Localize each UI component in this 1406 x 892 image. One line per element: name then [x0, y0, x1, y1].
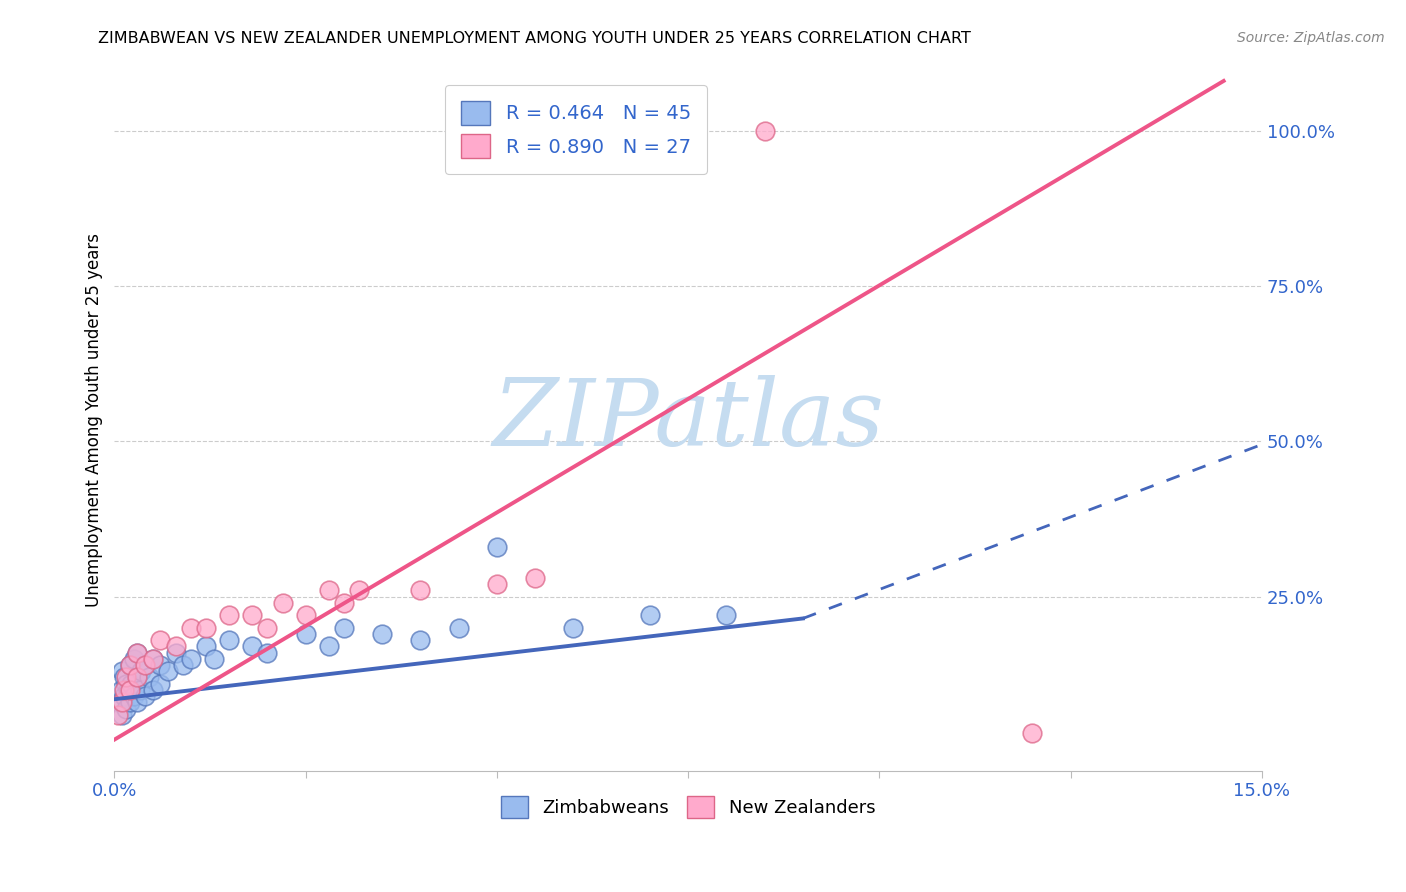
Point	[142, 652, 165, 666]
Point	[256, 646, 278, 660]
Point	[118, 658, 141, 673]
Point	[127, 671, 149, 685]
Point	[112, 682, 135, 697]
Point	[333, 621, 356, 635]
Point	[754, 123, 776, 137]
Point	[127, 646, 149, 660]
Point	[134, 689, 156, 703]
Text: Source: ZipAtlas.com: Source: ZipAtlas.com	[1237, 31, 1385, 45]
Point	[112, 671, 135, 685]
Point	[240, 608, 263, 623]
Point	[115, 671, 138, 685]
Point	[271, 596, 294, 610]
Point	[112, 689, 135, 703]
Point	[149, 633, 172, 648]
Point	[149, 676, 172, 690]
Point	[142, 682, 165, 697]
Point	[165, 640, 187, 654]
Point	[195, 640, 218, 654]
Point	[409, 633, 432, 648]
Point	[127, 646, 149, 660]
Y-axis label: Unemployment Among Youth under 25 years: Unemployment Among Youth under 25 years	[86, 233, 103, 607]
Point	[371, 627, 394, 641]
Point	[294, 627, 316, 641]
Point	[638, 608, 661, 623]
Point	[218, 608, 240, 623]
Point	[218, 633, 240, 648]
Point	[120, 676, 142, 690]
Point	[202, 652, 225, 666]
Point	[333, 596, 356, 610]
Point	[129, 665, 152, 679]
Text: ZIPatlas: ZIPatlas	[492, 375, 884, 465]
Point	[195, 621, 218, 635]
Point	[127, 695, 149, 709]
Point	[122, 689, 145, 703]
Point	[1021, 726, 1043, 740]
Point	[180, 621, 202, 635]
Point	[294, 608, 316, 623]
Point	[149, 658, 172, 673]
Point	[117, 682, 139, 697]
Point	[447, 621, 470, 635]
Point	[142, 652, 165, 666]
Point	[524, 571, 547, 585]
Point	[115, 701, 138, 715]
Text: ZIMBABWEAN VS NEW ZEALANDER UNEMPLOYMENT AMONG YOUTH UNDER 25 YEARS CORRELATION : ZIMBABWEAN VS NEW ZEALANDER UNEMPLOYMENT…	[98, 31, 970, 46]
Legend: Zimbabweans, New Zealanders: Zimbabweans, New Zealanders	[494, 789, 883, 825]
Point	[485, 540, 508, 554]
Point	[115, 676, 138, 690]
Point	[128, 682, 150, 697]
Point	[180, 652, 202, 666]
Point	[134, 658, 156, 673]
Point	[118, 658, 141, 673]
Point	[318, 583, 340, 598]
Point	[111, 695, 134, 709]
Point	[318, 640, 340, 654]
Point	[118, 682, 141, 697]
Point	[111, 665, 134, 679]
Point	[127, 671, 149, 685]
Point	[347, 583, 370, 598]
Point	[107, 695, 129, 709]
Point	[111, 707, 134, 722]
Point	[138, 671, 160, 685]
Point	[134, 658, 156, 673]
Point	[122, 652, 145, 666]
Point	[110, 682, 132, 697]
Point	[562, 621, 585, 635]
Point	[165, 646, 187, 660]
Point	[240, 640, 263, 654]
Point	[485, 577, 508, 591]
Point	[716, 608, 738, 623]
Point	[156, 665, 179, 679]
Point	[256, 621, 278, 635]
Point	[107, 707, 129, 722]
Point	[118, 695, 141, 709]
Point	[409, 583, 432, 598]
Point	[172, 658, 194, 673]
